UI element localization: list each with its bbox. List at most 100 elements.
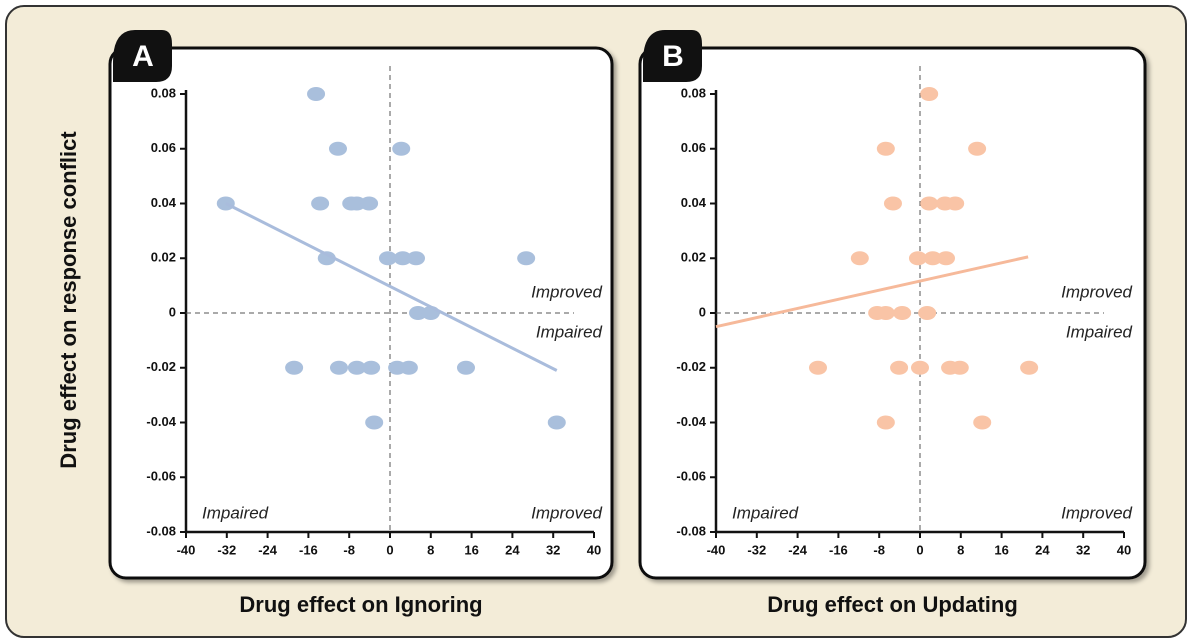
point (809, 360, 827, 375)
point (876, 306, 895, 320)
point (937, 251, 956, 266)
point (946, 196, 965, 211)
annotation: Improved (531, 282, 602, 301)
point (393, 251, 412, 266)
y-tick-label: 0.02 (681, 250, 706, 265)
x-tick-label: 0 (916, 542, 923, 557)
point (920, 196, 939, 211)
point (365, 415, 384, 430)
x-tick-label: 8 (957, 542, 964, 557)
x-tick-label: -8 (343, 542, 355, 557)
point (330, 360, 348, 375)
y-tick-label: 0 (699, 304, 706, 319)
panel: B -0.08 -0.06 -0.04 -0.02 0 0.02 0.04 0.06 0.08 -4… (638, 30, 1147, 580)
y-tick-label: 0.08 (151, 85, 176, 100)
y-tick-label: 0.08 (681, 85, 706, 100)
x-axis-label: Drug effect on Updating (767, 592, 1018, 617)
y-tick-label: -0.02 (146, 359, 176, 374)
point (517, 251, 536, 266)
point (378, 251, 397, 266)
point (920, 87, 939, 101)
point (1020, 360, 1039, 375)
annotation: Improved (1061, 282, 1132, 301)
annotation: Impaired (732, 503, 799, 522)
point (328, 141, 347, 156)
point (883, 196, 902, 211)
y-tick-label: 0.06 (151, 140, 176, 155)
x-tick-label: 0 (386, 542, 393, 557)
y-tick-label: 0.06 (681, 140, 706, 155)
y-tick-label: 0.04 (151, 195, 177, 210)
point (908, 251, 927, 266)
point (285, 360, 304, 375)
x-tick-label: -16 (299, 542, 318, 557)
x-tick-label: 32 (546, 542, 560, 557)
y-tick-label: -0.08 (676, 523, 706, 538)
x-tick-label: -8 (873, 542, 885, 557)
panel-tab (113, 30, 172, 82)
y-tick-label: 0 (169, 304, 176, 319)
point (311, 196, 330, 211)
x-tick-label: -40 (177, 542, 196, 557)
point (973, 415, 992, 430)
x-tick-label: 40 (1117, 542, 1131, 557)
x-tick-label: 8 (427, 542, 434, 557)
point (968, 141, 987, 156)
x-tick-label: -32 (217, 542, 236, 557)
annotation: Improved (531, 503, 602, 522)
y-tick-label: -0.08 (146, 523, 176, 538)
point (307, 87, 326, 101)
y-tick-label: 0.04 (681, 195, 707, 210)
x-tick-label: -40 (707, 542, 726, 557)
point (876, 415, 895, 430)
point (876, 141, 895, 156)
point (456, 360, 475, 375)
point (950, 360, 969, 375)
point (547, 415, 566, 430)
point (409, 306, 428, 320)
y-tick-label: 0.02 (151, 250, 176, 265)
x-axis-label: Drug effect on Ignoring (239, 592, 482, 617)
x-tick-label: 16 (994, 542, 1008, 557)
point (918, 306, 937, 320)
panel-tab (643, 30, 702, 82)
y-tick-label: -0.04 (146, 414, 176, 429)
x-tick-label: 40 (587, 542, 601, 557)
x-tick-label: -24 (258, 542, 278, 557)
point (850, 251, 869, 266)
y-tick-label: -0.04 (676, 414, 706, 429)
point (360, 196, 379, 211)
point (893, 306, 912, 320)
point (392, 141, 411, 156)
x-tick-label: 16 (464, 542, 478, 557)
panel: A -0.08 -0.06 -0.04 -0.02 0 0.02 0.04 0.06 0.08 -4… (108, 30, 614, 580)
panel-letter: B (662, 40, 684, 73)
point (317, 251, 336, 266)
annotation: Impaired (202, 503, 269, 522)
point (399, 360, 418, 375)
y-tick-label: -0.02 (676, 359, 706, 374)
trend-line (225, 202, 558, 372)
x-tick-label: 24 (505, 542, 520, 557)
trend-line (715, 255, 1029, 329)
point (407, 251, 426, 266)
y-axis-label: Drug effect on response conflict (56, 131, 81, 469)
panel-letter: A (132, 40, 154, 73)
x-tick-label: 24 (1035, 542, 1050, 557)
annotation: Improved (1061, 503, 1132, 522)
x-tick-label: -24 (788, 542, 808, 557)
annotation: Impaired (536, 322, 603, 341)
x-tick-label: -16 (829, 542, 848, 557)
annotation: Impaired (1066, 322, 1133, 341)
x-tick-label: -32 (747, 542, 766, 557)
point (347, 360, 366, 375)
point (923, 251, 942, 266)
y-tick-label: -0.06 (676, 469, 706, 484)
point (890, 360, 909, 375)
y-tick-label: -0.06 (146, 469, 176, 484)
point (911, 360, 929, 375)
x-tick-label: 32 (1076, 542, 1090, 557)
point (362, 360, 381, 375)
